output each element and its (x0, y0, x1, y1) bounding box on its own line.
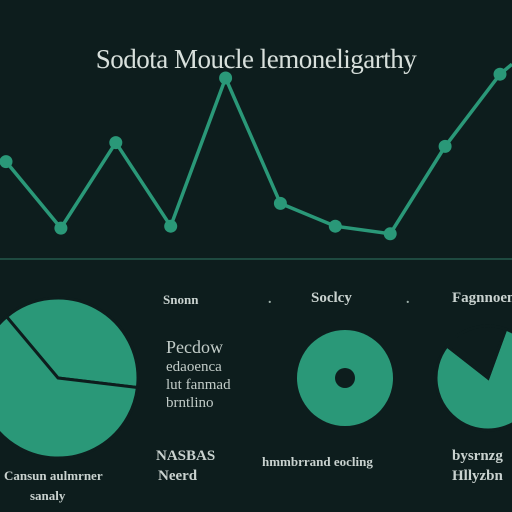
col2-heading: Soclcy (311, 290, 352, 306)
pie-chart-left (0, 296, 140, 460)
pie-right-slice-1 (434, 327, 512, 432)
text-block: Pecdow edaoenca lut fanmad brntlino (166, 336, 231, 412)
text-block-line-2: edaoenca (166, 359, 222, 375)
line-chart (0, 62, 512, 241)
footer-right-line-1: bysrnzg (452, 448, 503, 464)
text-block-line-3: lut fanmad (166, 377, 231, 393)
col1-dots: . (268, 292, 272, 307)
line-point-5 (219, 71, 233, 85)
footer-center: hmmbrrand eocling (262, 454, 373, 469)
donut-hole (335, 368, 355, 388)
line-point-9 (438, 139, 452, 153)
line-point-8 (383, 227, 397, 241)
pie-left-slice-1 (4, 296, 140, 390)
footer-left-line-1: Cansun aulmrner (4, 468, 103, 483)
line-point-2 (54, 221, 68, 235)
text-block-line-1: Pecdow (166, 337, 223, 357)
col1-heading: Snonn (163, 292, 199, 307)
pie-chart-right (434, 324, 512, 432)
col3-heading: Fagnnoemen (452, 290, 512, 306)
line-point-4 (164, 219, 178, 233)
line-point-7 (328, 219, 342, 233)
pie-right-slice-2 (444, 324, 508, 381)
chart-title: Sodota Moucle lemoneligarthy (95, 44, 417, 74)
col2-dots: . (406, 292, 410, 307)
line-series (0, 62, 512, 236)
footer-left-line-2: sanaly (30, 488, 66, 503)
donut-chart (297, 330, 393, 426)
section-divider (0, 258, 512, 260)
pie-left-slice-2 (0, 314, 140, 460)
line-point-3 (109, 136, 123, 150)
text-block-line-4: brntlino (166, 395, 214, 411)
footer-right-line-2: Hllyzbn (452, 468, 503, 484)
footer-mid-line-2: Neerd (158, 468, 198, 484)
line-point-10 (493, 67, 507, 81)
line-point-6 (273, 196, 287, 210)
footer-mid-line-1: NASBAS (156, 448, 216, 464)
line-point-1 (0, 155, 13, 169)
